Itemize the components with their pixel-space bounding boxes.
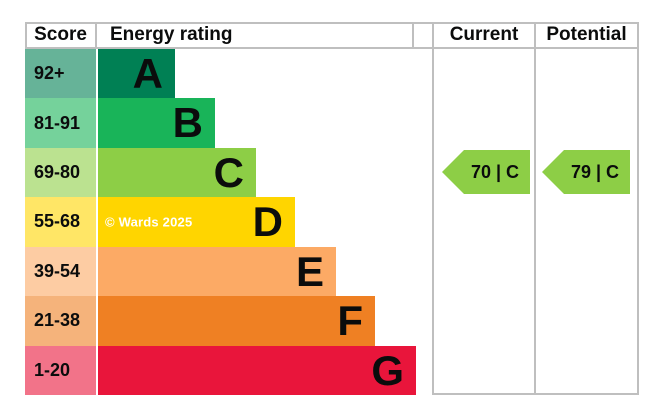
table-left-border bbox=[25, 22, 27, 49]
band-row-c: 69-80 C bbox=[25, 147, 439, 198]
score-column-divider bbox=[95, 22, 97, 49]
wards-watermark: © Wards 2025 bbox=[105, 214, 193, 230]
current-potential-divider bbox=[534, 22, 536, 395]
band-row-e: 39-54 E bbox=[25, 246, 439, 297]
potential-column-right-border bbox=[637, 22, 639, 395]
band-bar-f: F bbox=[98, 296, 375, 346]
rating-bands: 92+ A 81-91 B 69-80 C 55-68 © Wards 2025… bbox=[25, 49, 439, 395]
score-range-e: 39-54 bbox=[25, 246, 96, 297]
energy-rating-column-divider bbox=[412, 22, 414, 49]
band-row-b: 81-91 B bbox=[25, 98, 439, 148]
score-range-b: 81-91 bbox=[25, 98, 96, 148]
band-row-f: 21-38 F bbox=[25, 296, 439, 346]
band-bar-a: A bbox=[98, 49, 175, 99]
score-range-f: 21-38 bbox=[25, 296, 96, 346]
current-rating-badge: 70 | C bbox=[442, 150, 530, 194]
table-top-border bbox=[25, 22, 639, 24]
score-range-a: 92+ bbox=[25, 49, 96, 99]
band-letter-b: B bbox=[172, 99, 203, 147]
band-bar-c: C bbox=[98, 147, 256, 198]
score-column-header: Score bbox=[34, 24, 87, 45]
band-letter-a: A bbox=[132, 50, 163, 97]
band-row-d: 55-68 © Wards 2025 D bbox=[25, 197, 439, 247]
header-bottom-border bbox=[25, 47, 639, 49]
band-letter-e: E bbox=[295, 247, 324, 295]
band-bar-g: G bbox=[98, 345, 416, 395]
potential-column-header: Potential bbox=[546, 24, 627, 45]
score-range-g: 1-20 bbox=[25, 345, 96, 395]
current-column-left-border bbox=[432, 22, 434, 395]
band-letter-f: F bbox=[337, 297, 363, 345]
potential-rating-badge: 79 | C bbox=[542, 150, 630, 194]
band-bar-e: E bbox=[98, 246, 336, 297]
band-letter-c: C bbox=[213, 148, 244, 196]
band-row-g: 1-20 G bbox=[25, 345, 439, 395]
columns-bottom-border bbox=[432, 393, 639, 395]
score-range-d: 55-68 bbox=[25, 197, 96, 247]
energy-rating-column-header: Energy rating bbox=[110, 24, 233, 45]
band-letter-d: D bbox=[252, 198, 283, 246]
band-letter-g: G bbox=[371, 346, 404, 394]
band-bar-b: B bbox=[98, 98, 215, 148]
score-range-c: 69-80 bbox=[25, 147, 96, 198]
band-row-a: 92+ A bbox=[25, 49, 439, 99]
current-column-header: Current bbox=[449, 24, 519, 45]
band-bar-d: © Wards 2025 D bbox=[98, 197, 295, 247]
